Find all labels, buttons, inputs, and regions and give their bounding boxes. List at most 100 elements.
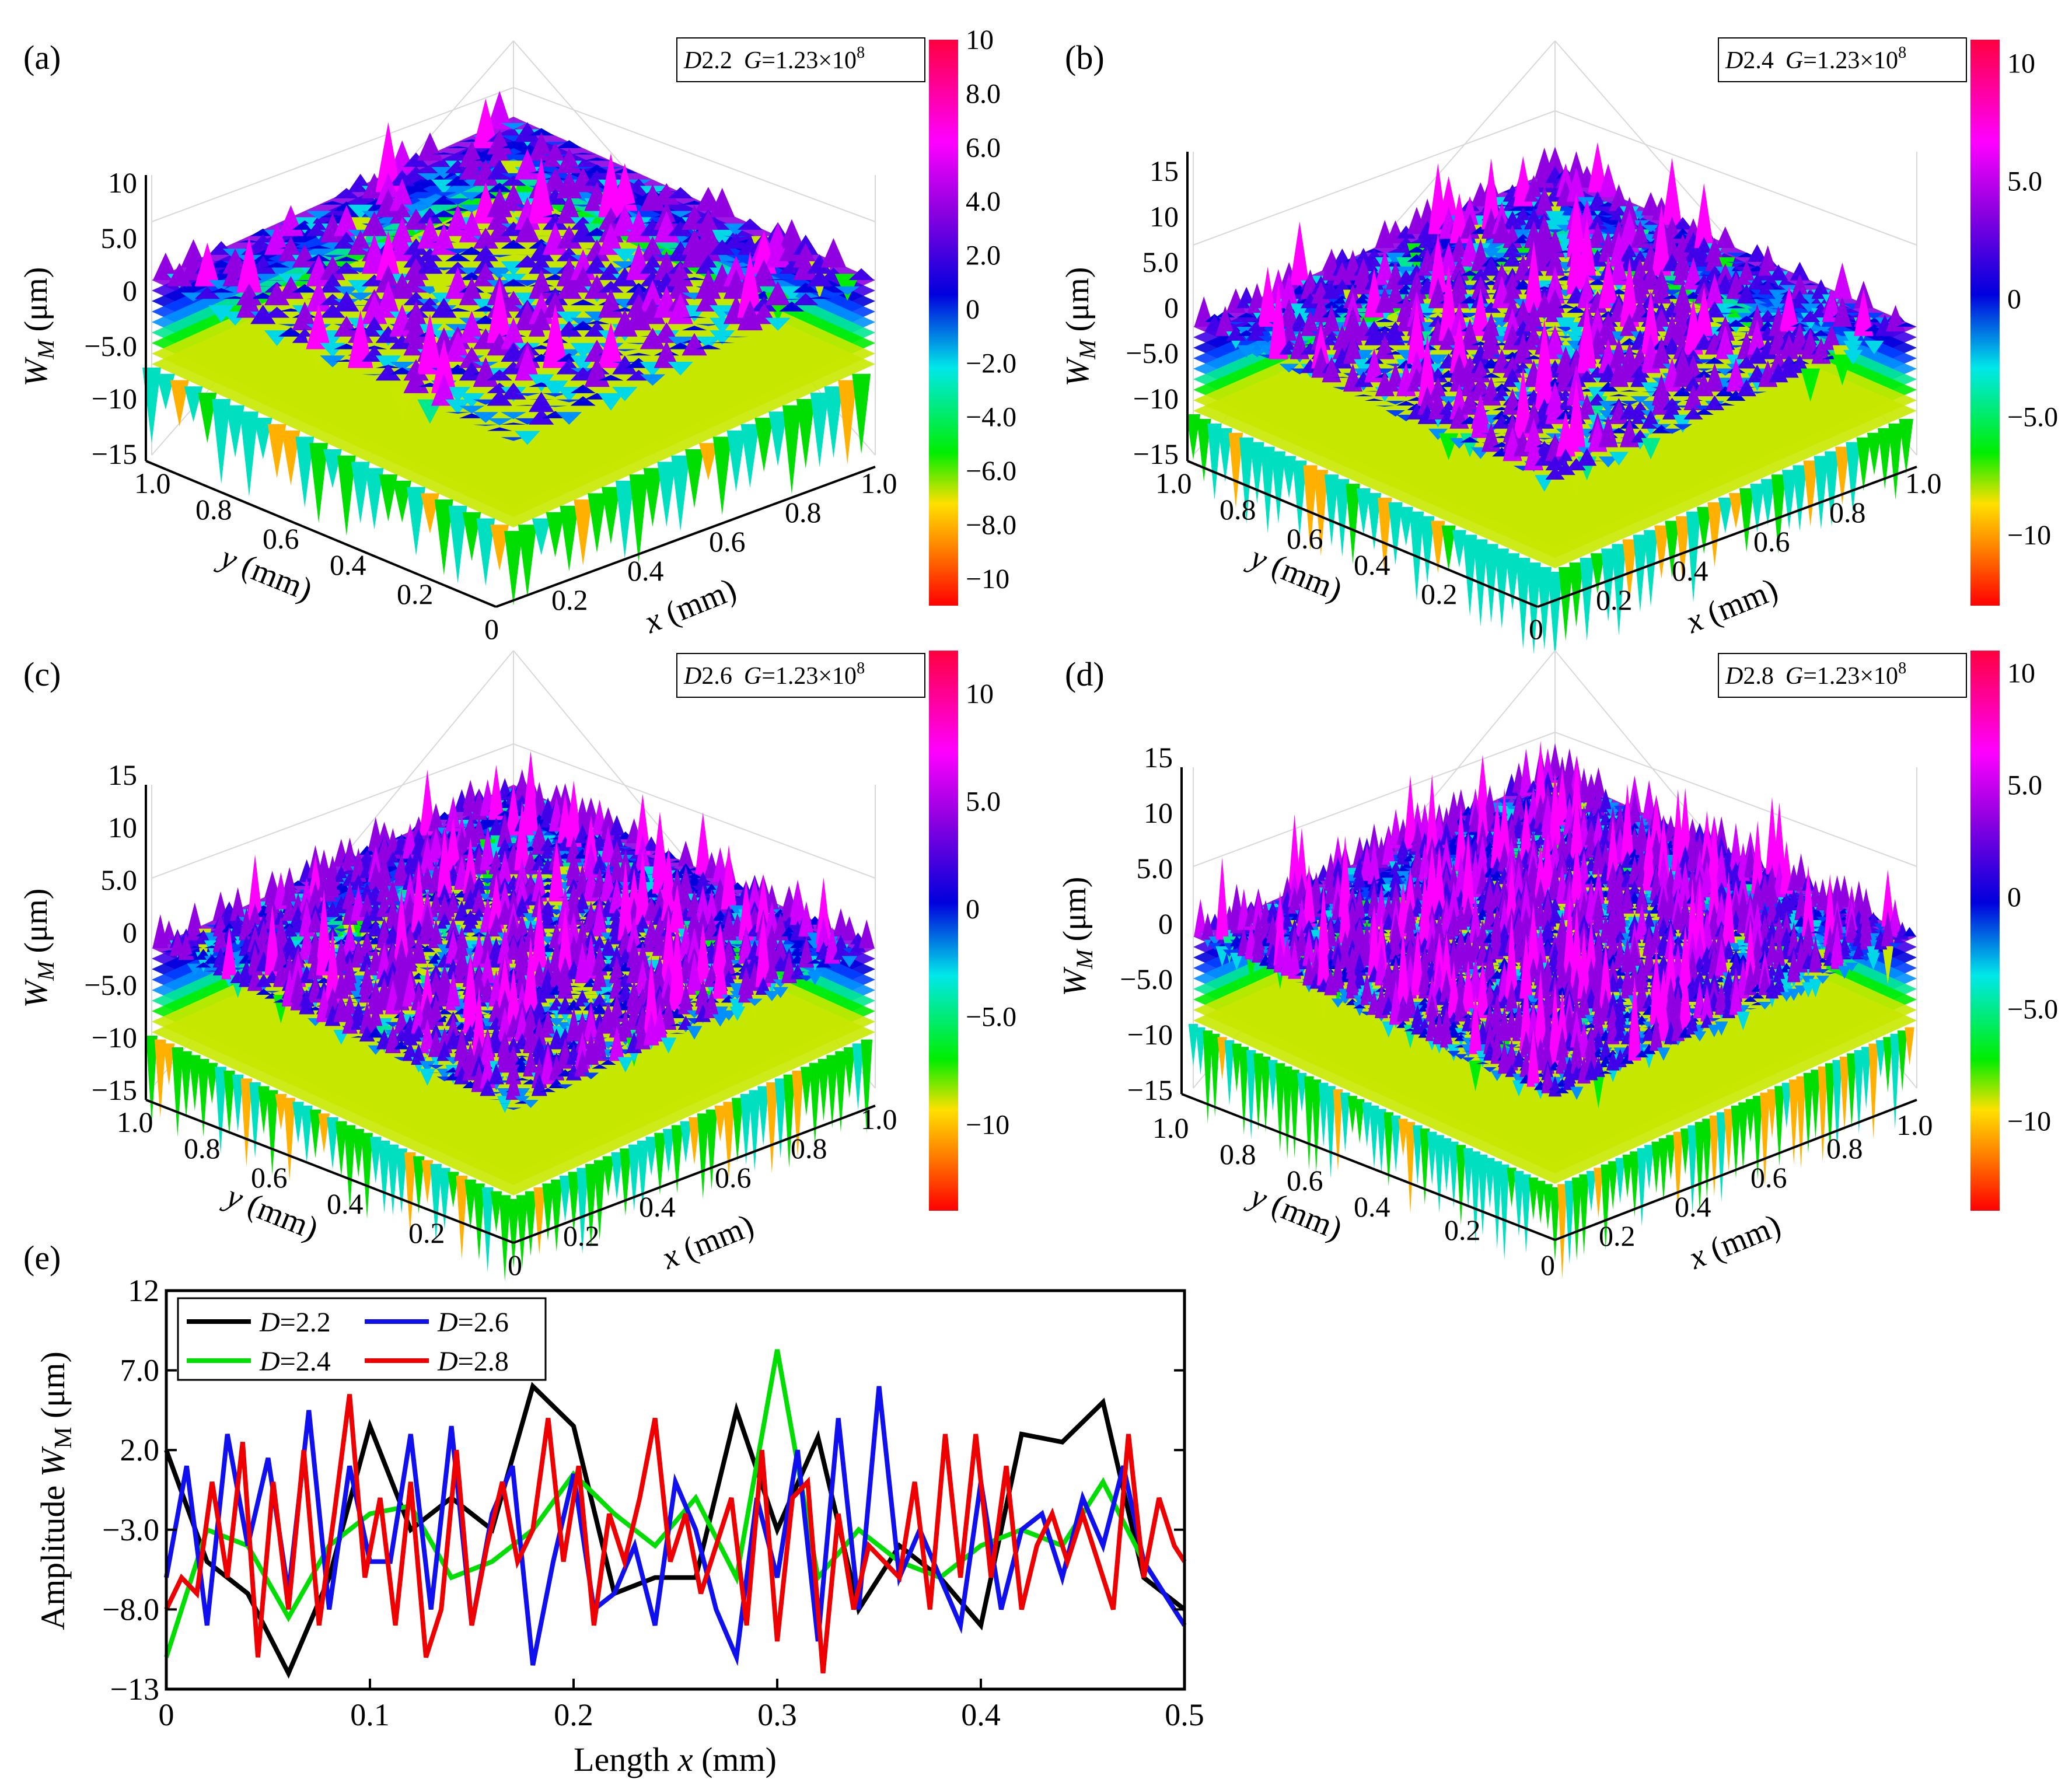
surface-spike [1662, 400, 1682, 420]
surface-spike [557, 836, 573, 851]
surface-spike [1864, 313, 1884, 320]
surface-spike [1609, 452, 1629, 466]
surface-spike [250, 256, 276, 274]
colorbar-gradient [1970, 40, 2000, 606]
surface-spike [1396, 400, 1416, 406]
surface-spike [1641, 192, 1661, 216]
surface-spike [565, 891, 582, 925]
surface-spike [471, 876, 487, 898]
panel-label: (b) [1065, 39, 1105, 76]
surface-spike [609, 815, 625, 836]
surface-spike [142, 368, 161, 443]
surface-spike [1856, 437, 1871, 491]
surface-spike [1547, 572, 1563, 660]
z-tick-label: 10 [108, 166, 137, 199]
surface-spike [1662, 289, 1682, 296]
surface-spike [501, 437, 526, 441]
surface-spike [1726, 319, 1746, 327]
panel-a: (a) 10 5.0 0 −5.0 −10 −15 WM (μm) 1.0 [18, 25, 1016, 645]
y-tick-label: 0.6 [1287, 522, 1323, 555]
surface-spike [1793, 465, 1807, 532]
colorbar-gradient [929, 40, 958, 606]
surface-spike [661, 873, 677, 921]
surface-spike [1228, 432, 1243, 508]
surface-spike [592, 833, 608, 851]
surface-spike [419, 769, 435, 836]
surface-spike [1545, 220, 1565, 236]
surface-spike [497, 814, 513, 847]
surface-spike [820, 292, 847, 298]
z-axis-label: WM (μm) [18, 889, 59, 1008]
surface-spike [515, 345, 540, 381]
surface-spike [1356, 488, 1371, 536]
surface-spike [1726, 305, 1746, 309]
surface-spike [212, 925, 229, 952]
surface-spike [473, 228, 498, 249]
surface-spike [1683, 246, 1703, 262]
surface-spike [1683, 385, 1703, 410]
surface-spike [487, 333, 512, 356]
surface-spike [505, 783, 522, 836]
z-tick-label: −15 [92, 1074, 137, 1106]
surface-spike [1332, 303, 1352, 313]
surface-spike [501, 175, 526, 186]
surface-spike [428, 803, 444, 831]
surface-spike [348, 310, 373, 368]
surface-spike [434, 499, 453, 575]
surface-spike [421, 493, 439, 534]
surface-spike [1428, 428, 1448, 441]
surface-spike [1750, 484, 1764, 533]
surface-spike [375, 264, 401, 293]
surface-spike [695, 812, 711, 875]
surface-spike [1281, 456, 1297, 498]
surface-spike [529, 408, 554, 425]
surface-spike [1462, 534, 1477, 616]
surface-spike [1609, 394, 1629, 397]
surface-spike [1896, 322, 1916, 327]
surface-spike [1715, 403, 1735, 406]
surface-spike [574, 892, 590, 913]
colorbar-tick-label: −4.0 [966, 402, 1016, 433]
surface-spike [1662, 158, 1682, 225]
surface-spike [1260, 446, 1275, 534]
surface-spike [1801, 310, 1821, 323]
surface-spike [1346, 484, 1360, 564]
surface-spike [515, 122, 540, 142]
surface-spike [351, 462, 370, 524]
surface-spike [247, 854, 263, 921]
surface-spike [1378, 497, 1392, 576]
surface-spike [320, 201, 345, 205]
surface-spike [1535, 341, 1554, 410]
surface-spike [501, 184, 526, 211]
surface-spike [1832, 354, 1852, 386]
surface-spike [445, 146, 471, 148]
surface-spike [393, 888, 410, 964]
surface-spike [208, 288, 234, 293]
colorbar-tick-label: 4.0 [966, 186, 1001, 217]
surface-spike [487, 390, 512, 406]
surface-spike [375, 172, 401, 205]
x-tick-label: 1.0 [861, 467, 897, 499]
surface-spike [1343, 333, 1363, 364]
surface-spike [256, 988, 272, 995]
surface-spike [306, 304, 331, 349]
surface-spike [1801, 368, 1821, 402]
surface-spike [1449, 365, 1469, 392]
surface-spike [1580, 558, 1594, 641]
surface-spike [529, 157, 554, 224]
surface-spike [1396, 225, 1416, 239]
surface-spike [236, 236, 262, 293]
surface-spike [504, 531, 523, 606]
surface-spike [529, 392, 554, 413]
y-tick-label: 0.8 [195, 493, 232, 526]
surface-spike [782, 405, 801, 495]
surface-spike [428, 827, 444, 863]
surface-spike [1566, 379, 1587, 452]
surface-spike [1482, 248, 1501, 259]
y-tick-label: 1.0 [134, 467, 171, 499]
surface-spike [264, 905, 281, 976]
surface-spike [1322, 305, 1341, 336]
surface-spike [1566, 458, 1587, 471]
surface-spike [1503, 368, 1522, 387]
surface-spike [459, 204, 485, 213]
